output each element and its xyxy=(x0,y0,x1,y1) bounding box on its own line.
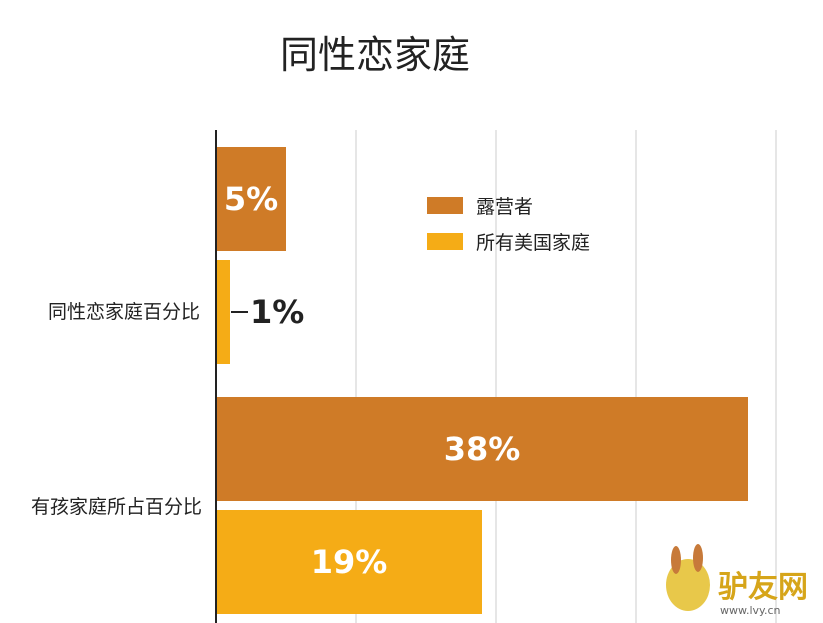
data-label-1-1: 19% xyxy=(311,543,388,581)
data-label-0-0: 5% xyxy=(224,180,278,218)
watermark-url: www.lvy.cn xyxy=(720,604,781,617)
bar-1-1 xyxy=(216,510,482,614)
data-label-1-0: 38% xyxy=(444,430,521,468)
category-label-0: 同性恋家庭百分比 xyxy=(48,301,200,323)
legend-swatch-campers xyxy=(427,197,463,214)
legend-swatch-all-households xyxy=(427,233,463,250)
legend-label-all-households: 所有美国家庭 xyxy=(476,232,590,254)
legend-label-campers: 露营者 xyxy=(476,196,533,218)
bar-0-0 xyxy=(216,147,286,251)
chart-title: 同性恋家庭 xyxy=(280,33,470,77)
watermark-logo: 驴友网 www.lvy.cn xyxy=(666,544,808,617)
data-label-0-1: 1% xyxy=(250,293,304,331)
watermark-text: 驴友网 xyxy=(718,570,808,605)
bar-0-1 xyxy=(216,260,230,364)
legend: 露营者 所有美国家庭 xyxy=(427,196,590,254)
bar-1-0 xyxy=(216,397,748,501)
category-label-1: 有孩家庭所占百分比 xyxy=(31,496,202,518)
